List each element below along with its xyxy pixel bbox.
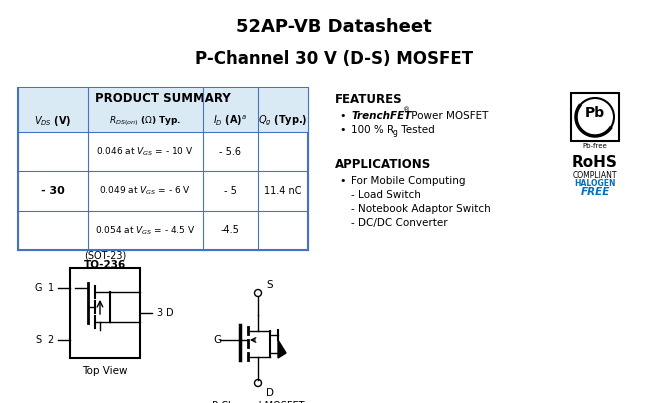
Bar [18, 110, 308, 132]
Text: 1: 1 [48, 283, 54, 293]
Text: 52AP-VB Datasheet: 52AP-VB Datasheet [236, 18, 432, 36]
Text: G: G [35, 283, 42, 293]
Text: G: G [213, 335, 221, 345]
Text: - DC/DC Converter: - DC/DC Converter [351, 218, 448, 228]
Text: Top View: Top View [82, 366, 128, 376]
Text: $V_{DS}$ (V): $V_{DS}$ (V) [34, 114, 71, 128]
Text: $R_{DS(on)}$ ($\Omega$) Typ.: $R_{DS(on)}$ ($\Omega$) Typ. [109, 114, 181, 128]
Bar [70, 268, 140, 358]
Text: PRODUCT SUMMARY: PRODUCT SUMMARY [95, 93, 231, 106]
Text: P-Channel 30 V (D-S) MOSFET: P-Channel 30 V (D-S) MOSFET [195, 50, 473, 68]
Text: (SOT-23): (SOT-23) [84, 250, 126, 260]
Text: •: • [339, 125, 345, 135]
Text: - Load Switch: - Load Switch [351, 190, 421, 200]
Text: P-Channel MOSFET: P-Channel MOSFET [212, 401, 304, 403]
Text: •: • [339, 176, 345, 186]
Text: For Mobile Computing: For Mobile Computing [351, 176, 466, 186]
Bar [18, 88, 308, 110]
Text: - 30: - 30 [41, 186, 65, 196]
Text: Pb: Pb [585, 106, 605, 120]
Text: 0.046 at $V_{GS}$ = - 10 V: 0.046 at $V_{GS}$ = - 10 V [96, 145, 194, 158]
Text: ®: ® [403, 107, 410, 113]
Text: 0.049 at $V_{GS}$ = - 6 V: 0.049 at $V_{GS}$ = - 6 V [99, 185, 191, 197]
Text: TrenchFET: TrenchFET [351, 111, 411, 121]
Text: 2: 2 [47, 335, 54, 345]
Text: - 5: - 5 [224, 186, 236, 196]
Polygon shape [278, 340, 286, 358]
Text: RoHS: RoHS [572, 155, 618, 170]
Text: D: D [166, 308, 174, 318]
Text: HALOGEN: HALOGEN [574, 179, 616, 188]
Text: D: D [266, 388, 274, 398]
Bar [571, 93, 619, 141]
Bar [18, 88, 308, 250]
Text: 0.054 at $V_{GS}$ = - 4.5 V: 0.054 at $V_{GS}$ = - 4.5 V [95, 224, 195, 237]
Text: g: g [393, 128, 398, 137]
Text: - Notebook Adaptor Switch: - Notebook Adaptor Switch [351, 204, 491, 214]
Text: FEATURES: FEATURES [335, 93, 403, 106]
Text: $I_D$ (A)$^a$: $I_D$ (A)$^a$ [213, 114, 247, 128]
Text: 3: 3 [156, 308, 162, 318]
Text: 100 % R: 100 % R [351, 125, 394, 135]
Text: 11.4 nC: 11.4 nC [265, 186, 302, 196]
Text: •: • [339, 111, 345, 121]
Text: Pb-free: Pb-free [582, 143, 607, 149]
Text: APPLICATIONS: APPLICATIONS [335, 158, 432, 171]
Text: FREE: FREE [580, 187, 610, 197]
Text: S: S [266, 280, 273, 290]
Text: COMPLIANT: COMPLIANT [572, 171, 617, 180]
Text: -4.5: -4.5 [220, 225, 239, 235]
Text: TO-236: TO-236 [84, 260, 126, 270]
Text: Tested: Tested [398, 125, 435, 135]
Text: Power MOSFET: Power MOSFET [408, 111, 488, 121]
Text: S: S [36, 335, 42, 345]
Text: $Q_g$ (Typ.): $Q_g$ (Typ.) [259, 114, 308, 128]
Text: - 5.6: - 5.6 [219, 147, 241, 157]
